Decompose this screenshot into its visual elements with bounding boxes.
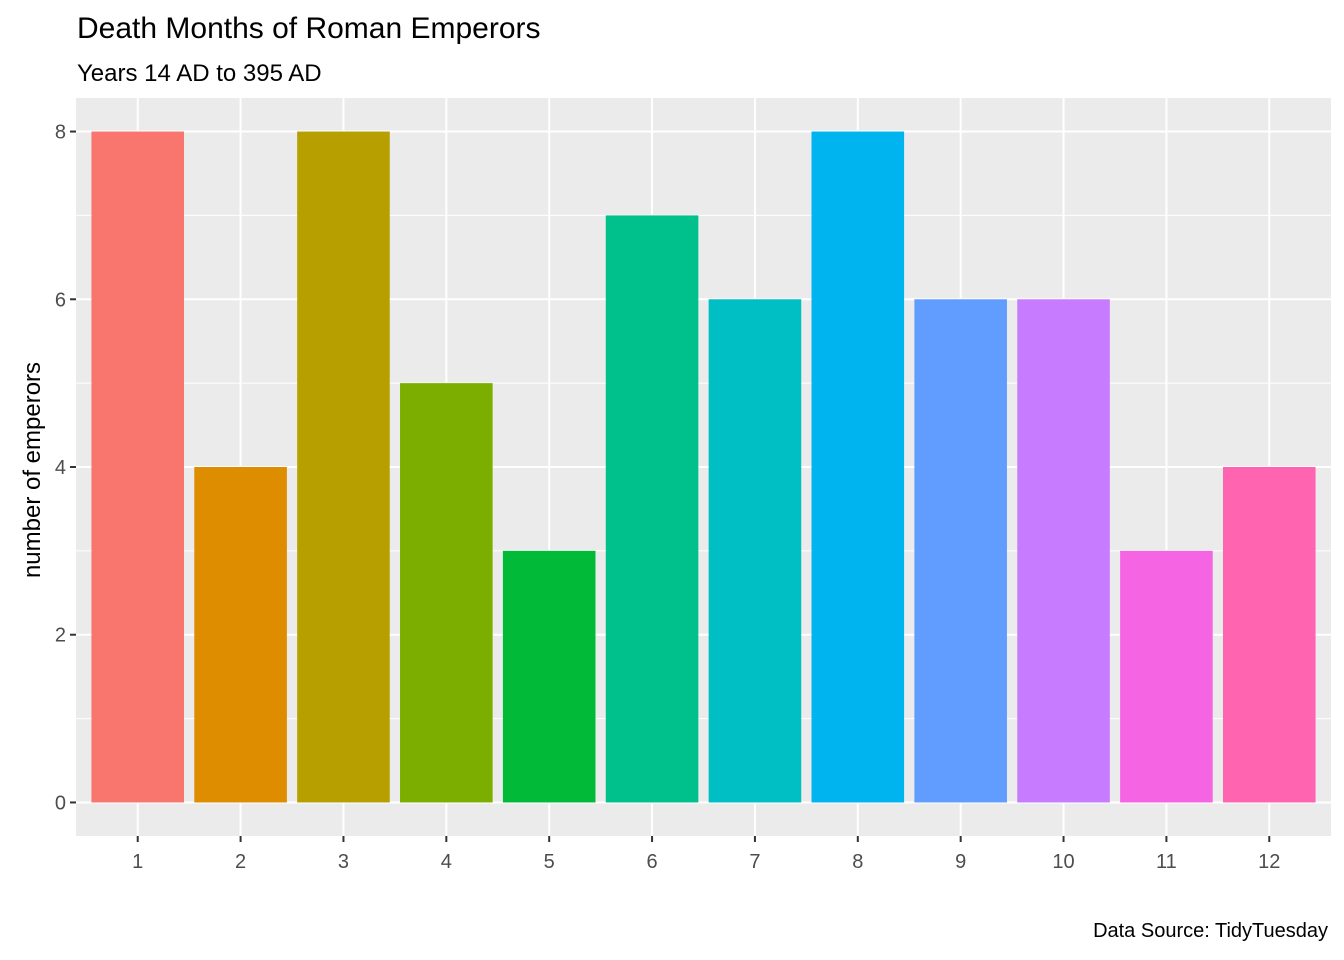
y-tick-label: 2: [55, 625, 66, 647]
bar-month-7: [708, 299, 802, 803]
x-axis: 1 2 3 4 5 6 7 8 9 10 11 12: [132, 836, 1280, 873]
bar-month-11: [1120, 550, 1213, 803]
x-tick-label: 3: [338, 851, 349, 873]
x-tick-label: 4: [441, 851, 452, 873]
x-tick-label: 11: [1156, 851, 1177, 873]
x-tick-label: 8: [852, 851, 863, 873]
y-tick-label: 6: [55, 289, 66, 311]
bar-month-9: [914, 299, 1007, 803]
y-tick-label: 8: [55, 122, 66, 144]
bar-month-1: [91, 131, 185, 803]
bar-month-3: [297, 131, 390, 803]
bar-month-5: [502, 550, 596, 803]
y-tick-label: 0: [55, 792, 66, 814]
chart-subtitle: Years 14 AD to 395 AD: [77, 60, 322, 87]
x-tick-label: 2: [235, 851, 246, 873]
bar-month-6: [605, 215, 699, 803]
y-axis: 0 2 4 6 8: [55, 122, 76, 814]
y-tick-label: 4: [55, 457, 66, 479]
bar-month-10: [1017, 299, 1110, 803]
data-source-caption: Data Source: TidyTuesday: [1093, 920, 1328, 942]
chart-title: Death Months of Roman Emperors: [77, 12, 541, 45]
bar-month-8: [811, 131, 905, 803]
bars: [91, 131, 1316, 803]
bar-month-2: [194, 467, 287, 803]
x-tick-label: 7: [749, 851, 760, 873]
x-tick-label: 5: [544, 851, 555, 873]
y-axis-label: number of emperors: [19, 362, 46, 578]
x-tick-label: 12: [1258, 851, 1280, 873]
x-tick-label: 6: [647, 851, 658, 873]
bar-month-4: [400, 383, 493, 803]
x-tick-label: 10: [1052, 851, 1074, 873]
bar-month-12: [1222, 467, 1316, 803]
x-tick-label: 9: [955, 851, 966, 873]
x-tick-label: 1: [132, 851, 143, 873]
